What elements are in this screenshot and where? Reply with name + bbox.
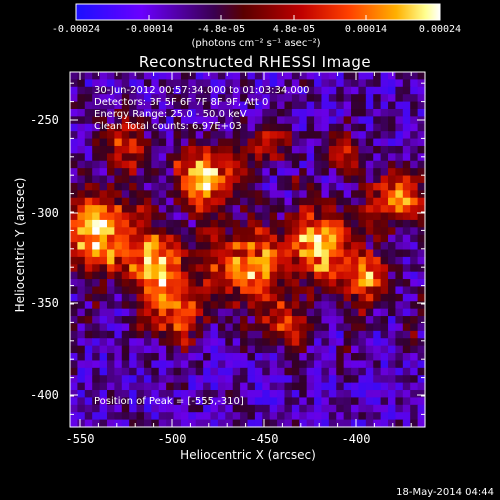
x-tick-label: -400 [341, 432, 371, 446]
axis-ticks [70, 72, 425, 427]
colorbar-tick-label: 4.8e-05 [272, 24, 316, 35]
annotation-time-range: 30-Jun-2012 00:57:34.000 to 01:03:34.000 [94, 85, 310, 96]
y-tick-label: -300 [30, 206, 59, 220]
y-tick-label: -350 [30, 296, 59, 310]
colorbar-units: (photons cm⁻² s⁻¹ asec⁻²) [191, 38, 321, 49]
rhessi-image [70, 72, 426, 428]
annotation-peak-position: Position of Peak = [-555,-310] [94, 396, 244, 407]
colorbar [75, 3, 441, 21]
annotation-energy-range: Energy Range: 25.0 - 50.0 keV [94, 109, 247, 120]
colorbar-tick-label: 0.00024 [418, 24, 462, 35]
colorbar-tick-label: -0.00014 [124, 24, 174, 35]
colorbar-tick-label: -0.00024 [51, 24, 101, 35]
annotation-clean-counts: Clean Total counts: 6.97E+03 [94, 121, 242, 132]
x-tick-label: -550 [65, 432, 95, 446]
colorbar-ticks [75, 15, 441, 20]
x-tick-label: -450 [249, 432, 279, 446]
plot-title: Reconstructed RHESSI Image [138, 53, 372, 71]
annotation-detectors: Detectors: 3F 5F 6F 7F 8F 9F, Att 0 [94, 97, 269, 108]
date-stamp: 18-May-2014 04:44 [396, 487, 494, 498]
y-axis-title: Heliocentric Y (arcsec) [13, 177, 27, 313]
y-tick-label: -250 [30, 113, 59, 127]
colorbar-tick-label: 0.00014 [344, 24, 388, 35]
x-tick-label: -500 [157, 432, 187, 446]
x-axis-title: Heliocentric X (arcsec) [180, 448, 316, 462]
plot-frame [69, 71, 426, 428]
y-tick-label: -400 [30, 388, 59, 402]
colorbar-tick-label: -4.8e-05 [196, 24, 246, 35]
